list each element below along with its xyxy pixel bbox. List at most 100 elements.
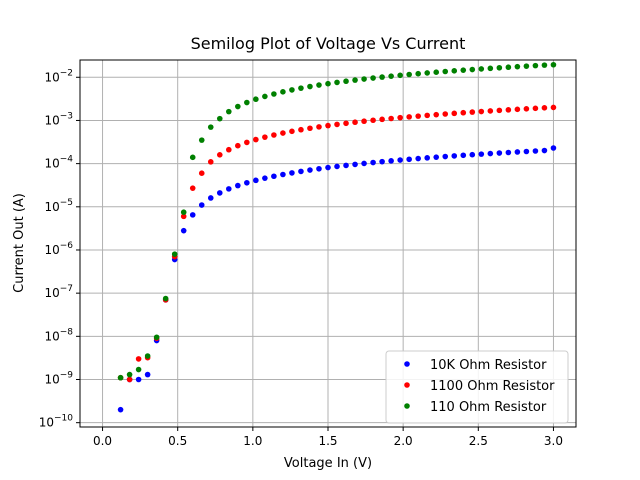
data-point [460,67,467,73]
y-tick-exponent: −8 [60,327,74,337]
data-point [198,170,205,177]
x-tick-label: 1.0 [243,434,262,448]
data-point [343,78,349,85]
legend: 10K Ohm Resistor 1100 Ohm Resistor 110 Ohm… [385,350,569,424]
data-point [244,179,250,186]
data-point [325,164,331,171]
data-point [514,149,521,155]
y-tick-label: 10−6 [44,241,73,257]
series-0 [117,145,557,413]
data-point [198,202,205,208]
x-tick-label: 2.0 [394,434,413,448]
data-point [550,61,557,68]
data-point [207,195,214,201]
data-point [433,69,440,76]
data-point [216,115,223,122]
data-point [189,185,196,191]
data-point [433,111,440,118]
legend-marker [404,403,410,409]
data-point [307,167,313,173]
data-point [216,152,223,158]
data-point [244,99,250,106]
data-point [334,163,340,170]
data-point [424,70,431,76]
data-point [406,156,412,163]
data-point [541,147,548,154]
data-point [424,112,431,119]
legend-marker [404,382,410,388]
data-point [280,130,286,136]
data-point [325,80,331,87]
x-tick-label: 1.5 [318,434,337,448]
data-point [460,152,467,159]
x-tick-label: 3.0 [544,434,563,448]
y-tick-base: 10 [44,286,59,300]
axis-ticks: 0.0 0.5 1.0 1.5 2.0 2.5 3.010−1010−910−810−710… [39,68,563,448]
data-point [171,251,178,257]
legend-marker [404,361,410,367]
y-tick-label: 10−7 [44,284,73,300]
data-point [325,122,331,129]
data-point [550,145,557,151]
data-point [496,107,503,114]
data-point [198,137,205,143]
legend-label: 10K Ohm Resistor [430,358,547,373]
y-tick-label: 10−10 [39,414,74,430]
data-point [388,115,394,122]
data-point [478,151,485,157]
data-points [117,61,557,413]
y-tick-base: 10 [44,157,59,171]
data-point [460,109,467,116]
data-point [262,93,268,100]
y-tick-label: 10−3 [44,111,73,127]
x-tick-label: 0.0 [93,434,112,448]
data-point [235,142,241,149]
data-point [487,65,494,72]
data-point [415,155,421,162]
data-point [226,186,232,192]
data-point [226,146,232,153]
data-point [352,161,358,168]
data-point [153,334,160,341]
data-point [334,121,340,128]
data-point [361,160,367,167]
data-point [343,120,349,127]
data-point [298,168,304,175]
y-tick-base: 10 [44,329,59,343]
data-point [253,177,259,184]
data-point [370,75,376,81]
data-point [352,77,358,83]
data-point [253,136,259,143]
y-tick-exponent: −9 [60,371,74,381]
legend-box [385,350,569,424]
y-tick-exponent: −7 [60,284,73,294]
data-point [451,68,458,74]
data-point [505,64,512,71]
y-tick-exponent: −5 [60,198,73,208]
y-tick-base: 10 [44,373,59,387]
x-tick-label: 0.5 [168,434,187,448]
y-tick-exponent: −2 [60,68,73,78]
data-point [144,371,151,378]
data-point [307,83,313,90]
data-point [298,85,304,91]
data-point [271,132,277,138]
data-point [415,113,421,119]
data-point [361,76,367,82]
series-1 [117,104,557,383]
data-point [189,212,196,218]
data-point [262,175,268,181]
data-point [424,155,431,161]
y-tick-exponent: −10 [54,414,73,424]
data-point [469,109,476,115]
y-tick-base: 10 [39,416,54,430]
data-point [216,190,223,196]
data-point [451,153,458,159]
data-point [207,124,214,130]
data-point [126,371,133,378]
data-point [316,82,322,88]
grid [80,60,576,427]
data-point [478,66,485,72]
data-point [135,376,142,383]
